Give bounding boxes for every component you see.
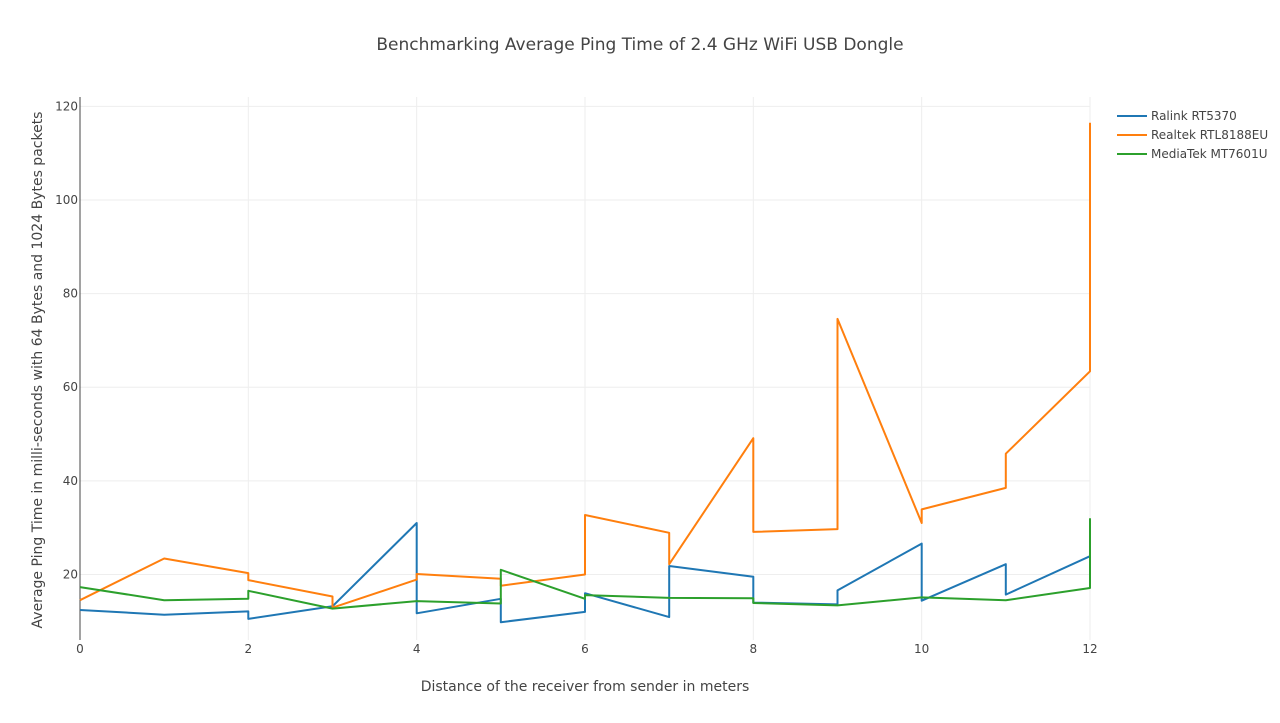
legend[interactable]: Ralink RT5370 Realtek RTL8188EU MediaTek M… bbox=[1117, 109, 1268, 161]
y-tick-label: 20 bbox=[63, 567, 78, 581]
series-line-1 bbox=[79, 522, 1091, 624]
legend-label: Realtek RTL8188EU bbox=[1151, 128, 1268, 142]
x-tick-label: 12 bbox=[1082, 642, 1097, 656]
x-tick-label: 4 bbox=[413, 642, 421, 656]
y-tick-label: 60 bbox=[63, 380, 78, 394]
legend-label: MediaTek MT7601U bbox=[1151, 147, 1267, 161]
y-tick-label: 80 bbox=[63, 287, 78, 301]
y-tick-label: 120 bbox=[55, 99, 78, 113]
x-tick-label: 2 bbox=[245, 642, 253, 656]
x-tick-label: 0 bbox=[76, 642, 84, 656]
y-tick-label: 40 bbox=[63, 474, 78, 488]
x-tick-label: 8 bbox=[750, 642, 758, 656]
series-lines bbox=[79, 122, 1091, 624]
x-axis-title: Distance of the receiver from sender in … bbox=[421, 679, 750, 695]
legend-item[interactable]: Ralink RT5370 bbox=[1117, 109, 1237, 123]
chart-title: Benchmarking Average Ping Time of 2.4 GH… bbox=[376, 35, 903, 55]
x-tick-label: 10 bbox=[914, 642, 929, 656]
series-line-3 bbox=[79, 518, 1091, 610]
legend-item[interactable]: Realtek RTL8188EU bbox=[1117, 128, 1268, 142]
tick-labels: 0 2 4 6 8 10 12 20 40 60 80 100 120 bbox=[55, 99, 1098, 656]
legend-item[interactable]: MediaTek MT7601U bbox=[1117, 147, 1267, 161]
x-tick-label: 6 bbox=[581, 642, 589, 656]
y-tick-label: 100 bbox=[55, 193, 78, 207]
legend-label: Ralink RT5370 bbox=[1151, 109, 1237, 123]
y-axis-title: Average Ping Time in milli-seconds with … bbox=[30, 112, 46, 629]
series-line-2 bbox=[79, 122, 1091, 609]
